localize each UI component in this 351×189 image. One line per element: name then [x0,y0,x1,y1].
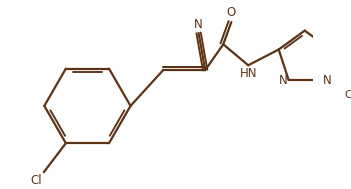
Text: N: N [279,74,288,87]
Text: O: O [227,6,236,19]
Text: N: N [323,74,332,87]
Text: Cl: Cl [30,174,42,187]
Text: CH₃: CH₃ [344,90,351,100]
Text: N: N [194,18,203,31]
Text: HN: HN [239,67,257,80]
